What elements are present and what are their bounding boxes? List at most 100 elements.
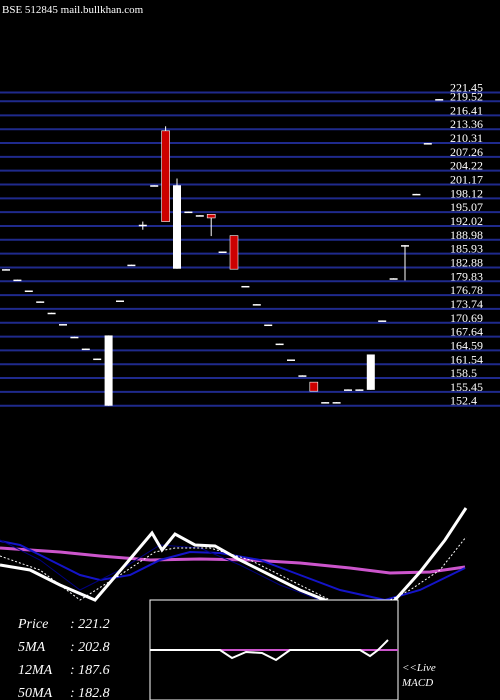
y-tick-label: 167.64 (450, 325, 483, 339)
candle-body (332, 402, 341, 404)
candle-body (264, 324, 273, 327)
candle (332, 402, 341, 404)
y-tick-label: 219.52 (450, 89, 483, 103)
candle (218, 251, 227, 253)
y-tick-label: 152.4 (450, 394, 477, 408)
candle (412, 193, 421, 196)
candle (241, 285, 250, 288)
candle-body (229, 235, 239, 270)
candle-body (287, 359, 295, 361)
candle (70, 336, 79, 339)
candle (81, 348, 90, 351)
dotted-ma-line (0, 536, 467, 611)
candle-body (344, 389, 352, 391)
candle (252, 304, 261, 306)
y-tick-label: 161.54 (450, 352, 483, 366)
candle-body (138, 224, 147, 227)
candle-body (321, 402, 330, 404)
stat-value: : 202.8 (70, 640, 110, 655)
candle-body (150, 185, 159, 187)
stat-value: : 182.8 (70, 686, 110, 700)
candle (173, 178, 181, 269)
candle (13, 279, 22, 282)
candle (229, 235, 239, 270)
y-tick-label: 221.45 (450, 80, 483, 94)
candle (150, 185, 159, 187)
candle-body (401, 245, 409, 247)
candle (423, 143, 432, 145)
stat-label: 50MA (18, 686, 53, 700)
candle-body (127, 264, 136, 267)
candle-body (218, 251, 227, 253)
candle-body (104, 335, 113, 406)
candle (59, 324, 67, 326)
candle (275, 343, 284, 346)
y-tick-label: 155.45 (450, 380, 483, 394)
candle (116, 300, 124, 302)
candle-body (2, 269, 10, 271)
candle (93, 358, 102, 361)
candle (389, 278, 398, 280)
candle-body (355, 389, 364, 391)
candle (264, 324, 273, 327)
candle (104, 335, 113, 406)
candle (127, 264, 136, 267)
stat-label: 12MA (18, 663, 53, 678)
candle (138, 221, 147, 230)
y-tick-label: 198.12 (450, 186, 483, 200)
candlesticks (2, 99, 444, 406)
macd-label-2: MACD (401, 677, 433, 689)
ma12-line (0, 540, 466, 602)
candle-body (423, 143, 432, 145)
candle-body (412, 193, 421, 196)
candle-body (173, 185, 181, 269)
candle-body (13, 279, 22, 282)
y-tick-label: 216.41 (450, 103, 483, 117)
candle (2, 269, 10, 271)
y-tick-label: 213.36 (450, 117, 483, 131)
candle (36, 301, 45, 303)
ma50-line (0, 546, 466, 575)
candle (206, 213, 216, 237)
y-tick-label: 188.98 (450, 228, 483, 242)
y-tick-label: 185.93 (450, 242, 483, 256)
candle (184, 211, 193, 214)
y-tick-label: 201.17 (450, 172, 483, 186)
stat-label: Price (17, 617, 48, 632)
candle (355, 389, 364, 391)
candle (344, 389, 352, 391)
candle (401, 245, 409, 281)
candle-body (252, 304, 261, 306)
candle (435, 99, 444, 101)
candle (298, 375, 307, 377)
stat-label: 5MA (18, 640, 46, 655)
stat-value: : 221.2 (70, 617, 110, 632)
candle (161, 126, 170, 222)
ma5-line (0, 539, 361, 611)
candle-body (70, 336, 79, 339)
macd-line (150, 639, 389, 662)
y-tick-label: 158.5 (450, 366, 477, 380)
candle (309, 381, 319, 392)
price-gridlines (0, 91, 500, 407)
y-tick-label: 173.74 (450, 297, 483, 311)
candle-body (195, 215, 204, 217)
y-axis-tick-labels: 221.45219.52216.41213.36210.31207.26204.… (450, 80, 483, 407)
stats-readout: Price : 221.2 5MA : 202.8 12MA : 187.6 50MA… (17, 617, 110, 700)
candle (195, 215, 204, 217)
y-tick-label: 204.22 (450, 159, 483, 173)
candle-body (93, 358, 102, 361)
candle (47, 312, 56, 315)
stat-value: : 187.6 (70, 663, 110, 678)
candle-body (366, 354, 375, 390)
candle (366, 354, 375, 390)
candle-body (389, 278, 398, 280)
y-tick-label: 179.83 (450, 269, 483, 283)
candle (378, 320, 387, 322)
candle-body (309, 381, 319, 392)
y-tick-label: 164.59 (450, 338, 483, 352)
y-tick-label: 182.88 (450, 255, 483, 269)
y-tick-label: 195.07 (450, 200, 483, 214)
candle-body (24, 290, 33, 293)
